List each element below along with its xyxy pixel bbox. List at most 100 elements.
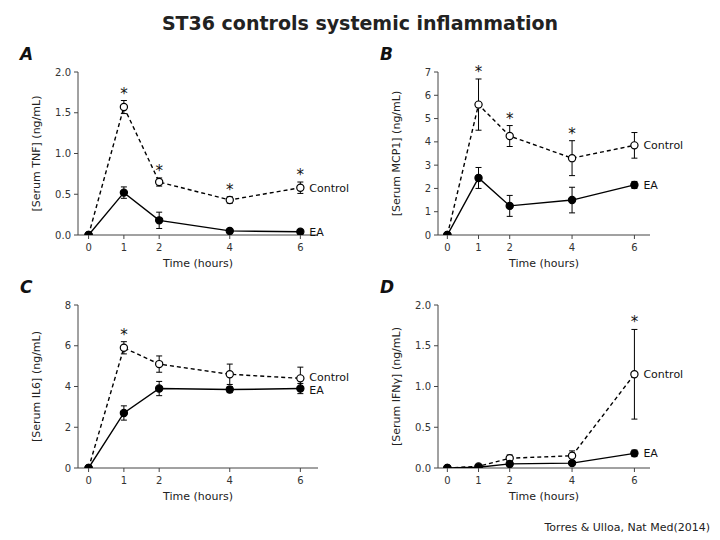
data-point — [568, 460, 575, 467]
y-tick — [434, 235, 438, 236]
data-point — [226, 227, 233, 234]
y-axis-label: [Serum IFNγ] (ng/mL) — [390, 327, 403, 446]
x-tick-label: 2 — [507, 475, 513, 486]
y-tick — [74, 345, 78, 346]
x-tick-label: 4 — [569, 475, 575, 486]
series-label: Control — [643, 139, 683, 152]
x-tick-label: 0 — [444, 242, 450, 253]
y-tick — [434, 118, 438, 119]
significance-label: * — [155, 162, 163, 180]
x-tick-label: 1 — [121, 242, 127, 253]
y-tick-label: 4 — [65, 381, 71, 392]
error-bar — [156, 381, 162, 395]
y-tick-label: 3 — [425, 160, 431, 171]
data-point — [568, 196, 575, 203]
data-point — [631, 371, 638, 378]
y-tick — [434, 305, 438, 306]
x-tick — [159, 235, 160, 239]
x-tick — [88, 235, 89, 239]
series-label: EA — [643, 179, 658, 192]
data-point — [120, 409, 127, 416]
y-tick-label: 4 — [425, 136, 431, 147]
x-tick — [634, 235, 635, 239]
data-point — [631, 181, 638, 188]
x-tick-label: 6 — [631, 475, 637, 486]
data-point — [156, 385, 163, 392]
x-tick — [572, 468, 573, 472]
series-label: Control — [309, 182, 349, 195]
annotations: *ControlEA — [631, 313, 684, 460]
y-axis-label: [Serum MCP1] (ng/mL) — [390, 91, 403, 216]
y-tick — [74, 194, 78, 195]
significance-label: * — [297, 166, 305, 184]
y-tick-label: 2.0 — [55, 67, 71, 78]
plot-area — [85, 342, 304, 468]
y-tick-label: 0 — [65, 463, 71, 474]
x-tick-label: 0 — [85, 475, 91, 486]
error-bar — [631, 450, 637, 457]
series-label: EA — [309, 226, 324, 239]
data-point — [85, 231, 92, 235]
panel-label: A — [18, 44, 33, 64]
data-point — [506, 202, 513, 209]
y-tick-label: 1 — [425, 206, 431, 217]
x-tick — [509, 235, 510, 239]
y-tick-label: 5 — [425, 113, 431, 124]
y-axis-label: [Serum TNF] (ng/mL) — [30, 96, 43, 212]
x-tick — [229, 468, 230, 472]
citation: Torres & Ulloa, Nat Med(2014) — [544, 521, 710, 534]
y-tick — [74, 427, 78, 428]
error-bar — [631, 181, 637, 188]
x-tick — [88, 468, 89, 472]
panel: 012460.00.51.01.52.0Time (hours)[Serum I… — [380, 277, 683, 503]
significance-label: * — [475, 63, 483, 81]
error-bar — [569, 141, 575, 176]
significance-label: * — [631, 313, 639, 331]
panel: 0124601234567Time (hours)[Serum MCP1] (n… — [380, 44, 683, 270]
x-tick-label: 4 — [227, 242, 233, 253]
data-point — [568, 155, 575, 162]
data-point — [297, 375, 304, 382]
y-tick — [434, 72, 438, 73]
x-axis-label: Time (hours) — [162, 490, 233, 503]
data-point — [85, 231, 92, 235]
error-bar — [476, 79, 482, 130]
y-tick-label: 2 — [65, 422, 71, 433]
panel-label: D — [380, 277, 394, 297]
series-line — [89, 389, 301, 468]
x-tick-label: 6 — [631, 242, 637, 253]
data-point — [506, 460, 513, 467]
x-tick — [447, 235, 448, 239]
data-point — [120, 103, 127, 110]
x-tick — [300, 468, 301, 472]
error-bar — [569, 187, 575, 213]
x-tick-label: 2 — [156, 475, 162, 486]
y-tick-label: 2 — [425, 183, 431, 194]
x-tick — [478, 235, 479, 239]
figure: ST36 controls systemic inflammationTorre… — [0, 0, 720, 540]
x-tick-label: 4 — [569, 242, 575, 253]
y-tick — [434, 345, 438, 346]
error-bar — [121, 187, 127, 198]
data-point — [444, 464, 451, 468]
series-line — [447, 105, 634, 235]
error-bar — [156, 356, 162, 372]
y-tick-label: 1.0 — [55, 148, 71, 159]
x-tick — [123, 235, 124, 239]
x-tick-label: 1 — [475, 242, 481, 253]
significance-label: * — [120, 326, 128, 344]
y-tick — [74, 468, 78, 469]
series-line — [447, 374, 634, 468]
series-line — [89, 107, 301, 235]
y-tick — [434, 95, 438, 96]
error-bar — [631, 329, 637, 419]
x-tick — [123, 468, 124, 472]
x-axis-label: Time (hours) — [508, 257, 579, 270]
error-bar — [631, 133, 637, 159]
x-axis-line — [438, 235, 650, 236]
data-point — [297, 184, 304, 191]
y-tick — [74, 235, 78, 236]
error-bar — [121, 406, 127, 420]
x-axis-line — [78, 235, 318, 236]
x-tick — [447, 468, 448, 472]
